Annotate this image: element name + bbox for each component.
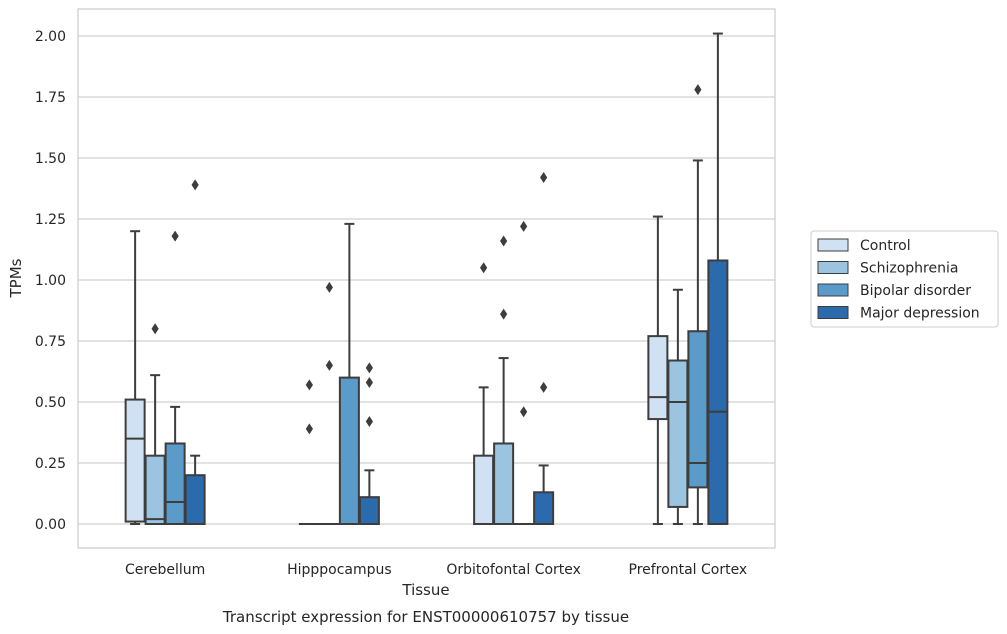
box-series [124,32,729,526]
outlier-point [305,379,313,391]
y-tick-label: 1.25 [35,212,66,228]
outlier-point [151,323,159,335]
legend-label-major-depression: Major depression [860,306,980,322]
legend-swatch-control [817,238,849,252]
legend-swatch-major-depression [817,306,849,319]
box-control-cerebellum [124,230,146,525]
legend-label-schizophrenia: Schizophrenia [860,261,958,277]
outlier-point [480,262,488,274]
outlier-point [325,359,333,371]
outlier-point [191,179,199,191]
box-body [164,442,186,526]
outlier-point [540,172,548,184]
box-bipolar-disorder-hipppocampus [338,222,360,525]
y-tick-label: 0.25 [35,456,66,472]
outlier-point [171,230,179,242]
y-tick-label: 1.00 [35,273,66,289]
y-tick-label: 2.00 [35,29,66,45]
box-bipolar-disorder-cerebellum [164,230,186,526]
x-tick-label: Hipppocampus [287,562,392,578]
x-tick-label: Prefrontal Cortex [629,562,748,578]
legend-swatch-bipolar-disorder [817,283,849,297]
outlier-point [365,376,373,388]
box-body [647,335,669,421]
y-tick-label: 0.50 [35,395,66,411]
box-major-depression-orbitofontal-cortex [533,172,555,525]
legend-label-bipolar-disorder: Bipolar disorder [860,283,971,299]
box-control-prefrontal-cortex [647,215,669,525]
box-body [358,496,380,526]
y-tick-labels: 0.00 0.25 0.50 0.75 1.00 1.25 1.50 1.75 2.00 [35,29,66,533]
outlier-point [500,235,508,247]
box-schizophrenia-cerebellum [144,323,166,525]
outlier-point [520,406,528,418]
box-body [124,398,146,523]
legend-label-control: Control [860,238,911,254]
box-schizophrenia-prefrontal-cortex [667,288,689,525]
box-body [533,491,555,525]
x-axis-label: Tissue [401,581,449,599]
box-body [473,454,495,525]
outlier-point [540,381,548,393]
box-schizophrenia-hipppocampus [318,281,340,526]
outlier-point [305,423,313,435]
y-tick-label: 0.75 [35,334,66,350]
plot-frame [77,8,776,549]
y-axis-label: TPMs [7,258,25,298]
box-major-depression-cerebellum [184,179,206,526]
box-bipolar-disorder-orbitofontal-cortex [513,220,535,526]
box-body [707,259,729,525]
x-tick-labels: Cerebellum Hipppocampus Orbitofontal Corte… [125,562,747,578]
box-control-hipppocampus [298,379,320,526]
box-body [338,376,360,525]
chart-caption: Transcript expression for ENST0000061075… [222,608,629,626]
box-bipolar-disorder-prefrontal-cortex [687,84,709,525]
outlier-point [520,220,528,232]
y-tick-label: 1.50 [35,151,66,167]
legend-swatch-schizophrenia [817,261,849,274]
outlier-point [325,281,333,293]
outlier-point [365,362,373,374]
box-body [667,359,689,508]
legend: Control Schizophrenia Bipolar disorder Majo… [810,230,999,328]
x-tick-label: Cerebellum [125,562,205,578]
outlier-point [694,84,702,96]
legend-frame [810,230,999,328]
box-body [493,442,515,526]
box-control-orbitofontal-cortex [473,262,495,525]
y-tick-label: 0.00 [35,517,66,533]
outlier-point [500,308,508,320]
box-major-depression-prefrontal-cortex [707,32,729,525]
box-body [184,474,206,526]
outlier-point [365,416,373,428]
y-tick-label: 1.75 [35,90,66,106]
box-body [144,454,166,525]
box-major-depression-hipppocampus [358,362,380,526]
x-tick-label: Orbitofontal Cortex [446,562,581,578]
box-schizophrenia-orbitofontal-cortex [493,235,515,526]
